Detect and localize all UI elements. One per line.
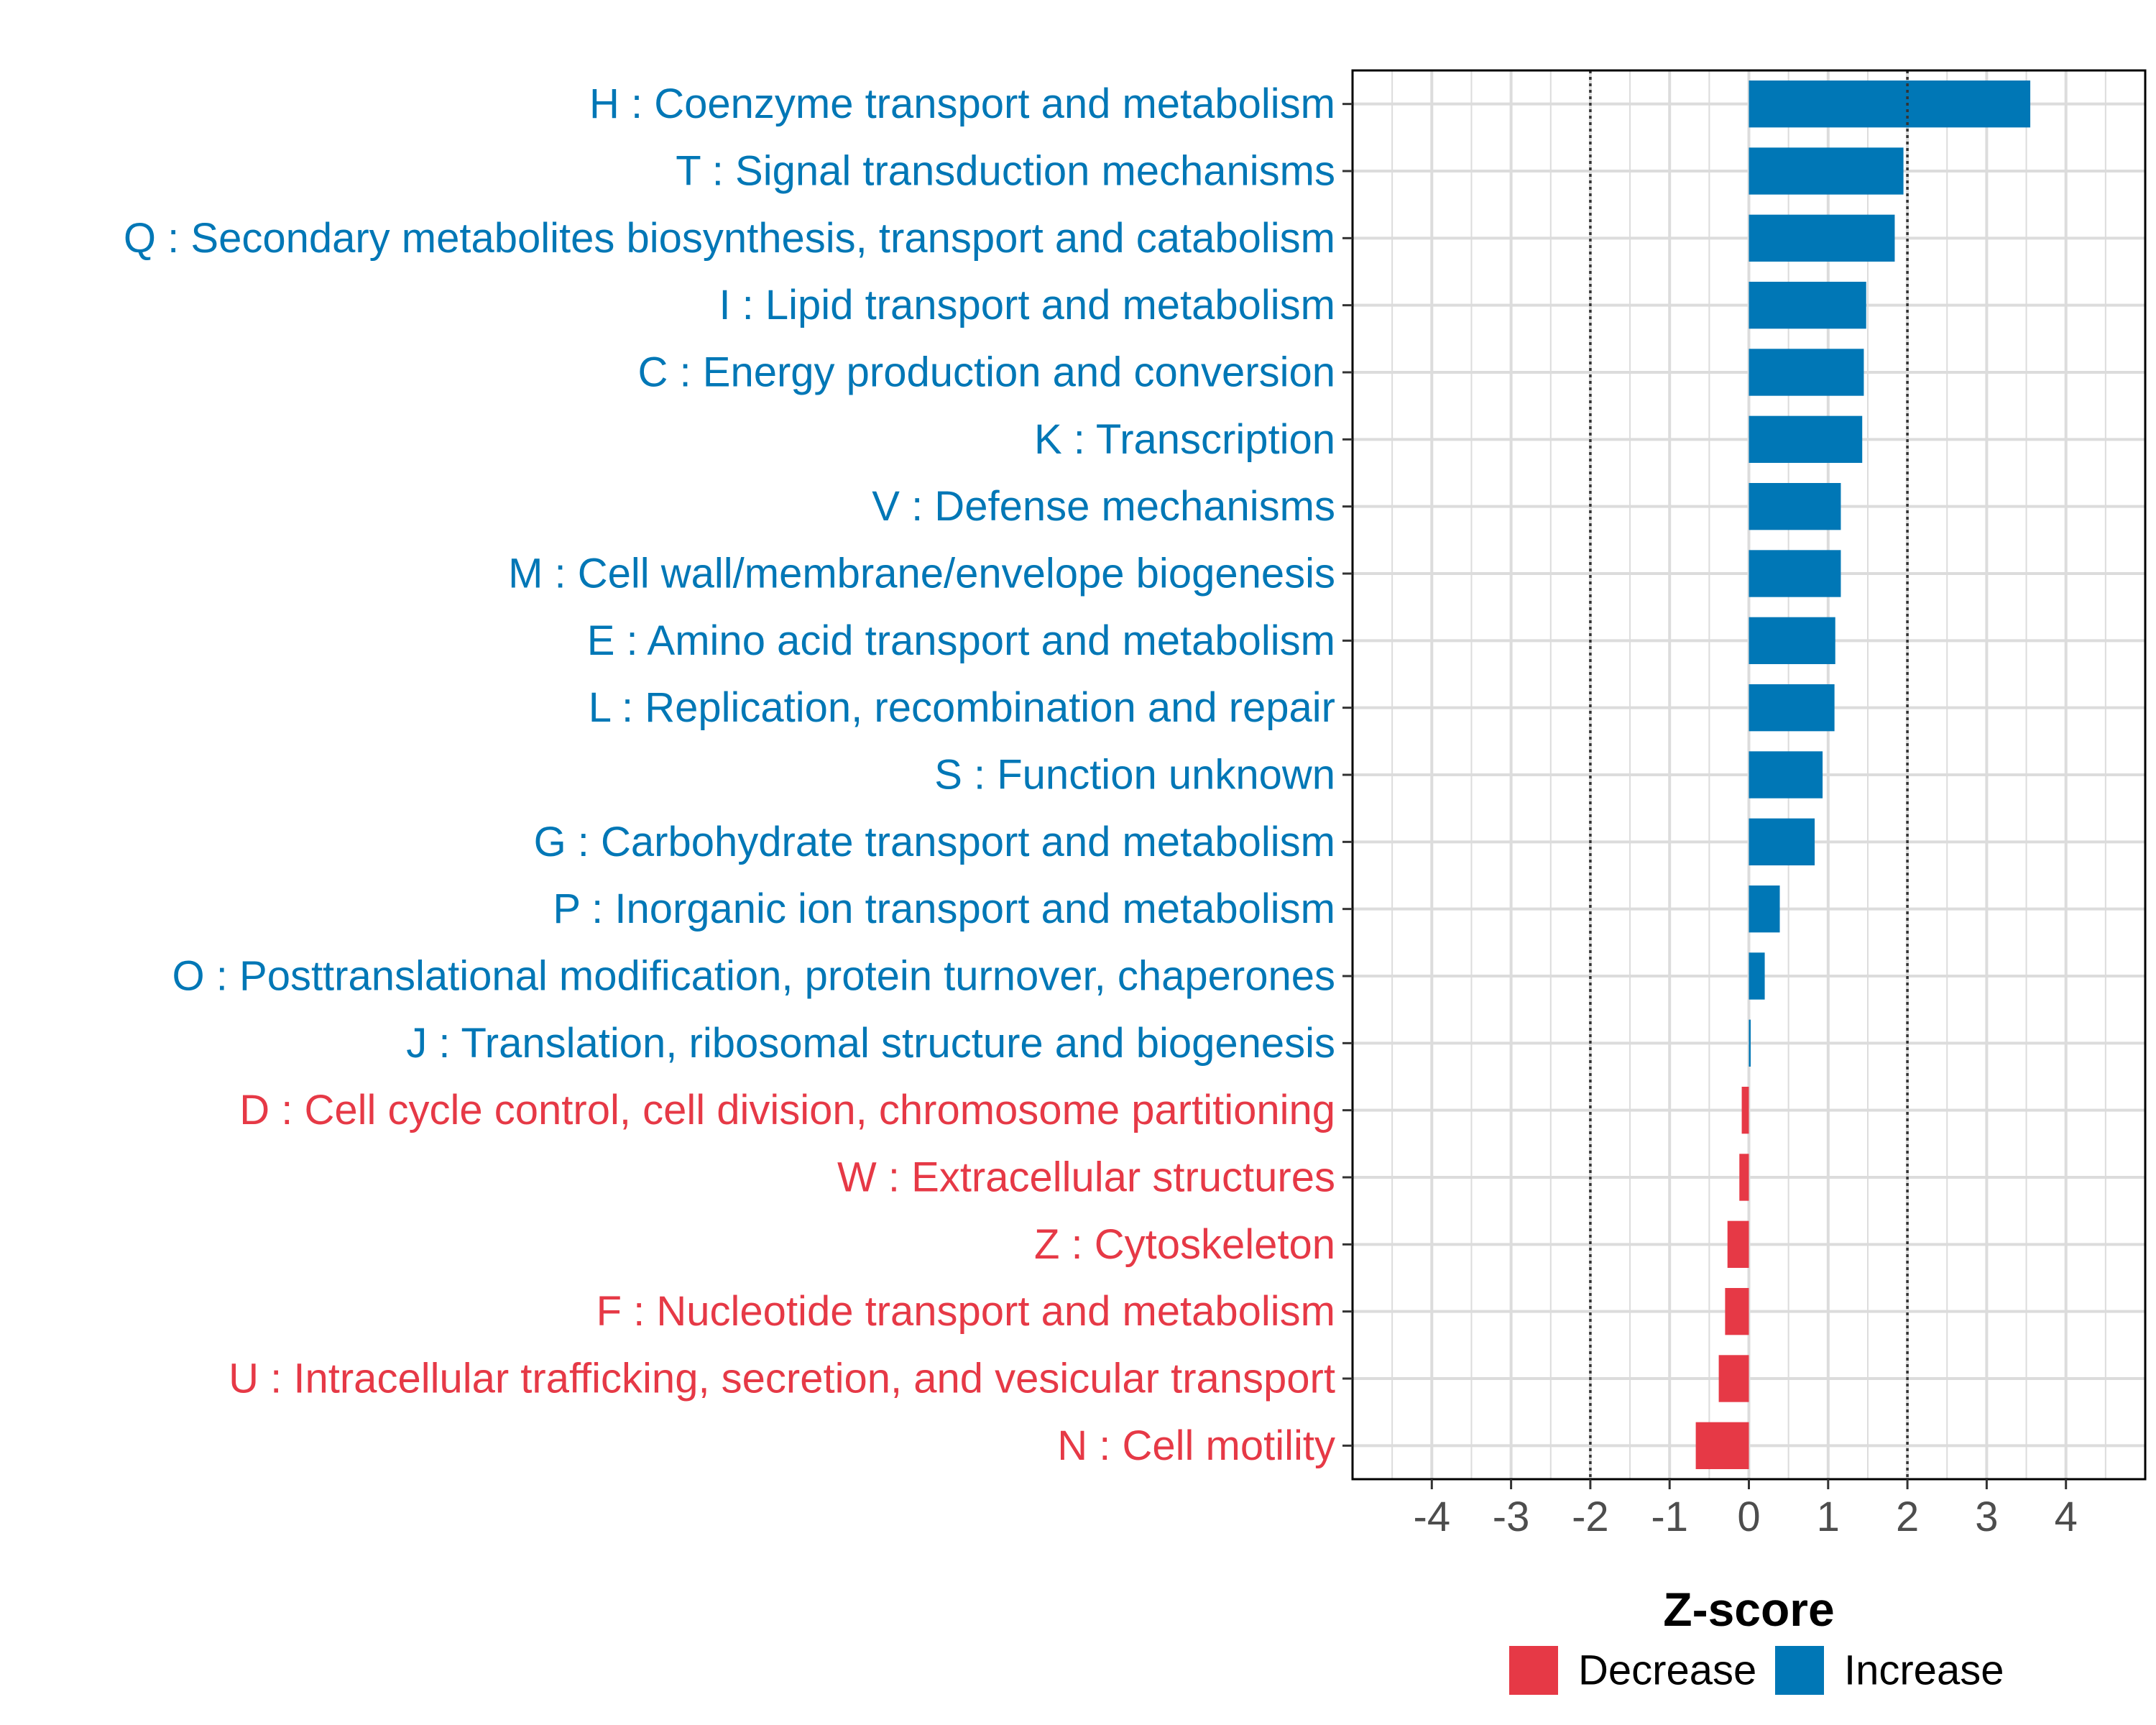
bar (1696, 1422, 1749, 1469)
category-label: Q : Secondary metabolites biosynthesis, … (124, 215, 1335, 262)
bar (1749, 416, 1863, 463)
bar (1749, 215, 1895, 262)
category-label: V : Defense mechanisms (872, 483, 1335, 530)
bar (1749, 282, 1866, 328)
category-label: H : Coenzyme transport and metabolism (589, 80, 1335, 127)
category-label: G : Carbohydrate transport and metabolis… (534, 819, 1335, 865)
category-label: I : Lipid transport and metabolism (719, 282, 1335, 328)
y-axis-ticks (1342, 104, 1353, 1446)
bar (1749, 751, 1823, 798)
category-label: F : Nucleotide transport and metabolism (596, 1288, 1335, 1335)
category-label: M : Cell wall/membrane/envelope biogenes… (508, 551, 1335, 597)
category-label: W : Extracellular structures (837, 1154, 1335, 1201)
x-tick-label: 0 (1737, 1494, 1760, 1540)
x-axis-ticks: -4 -3 -2 -1 0 1 2 3 4 (1414, 1479, 2078, 1540)
x-tick-label: 4 (2055, 1494, 2078, 1540)
bar (1742, 1087, 1749, 1133)
category-label: P : Inorganic ion transport and metaboli… (553, 886, 1335, 932)
x-tick-label: -1 (1651, 1494, 1688, 1540)
category-label: J : Translation, ribosomal structure and… (406, 1020, 1335, 1067)
category-label: L : Replication, recombination and repai… (589, 684, 1335, 731)
category-label: Z : Cytoskeleton (1034, 1221, 1335, 1268)
x-tick-label: -3 (1493, 1494, 1530, 1540)
category-label: U : Intracellular trafficking, secretion… (229, 1356, 1335, 1402)
x-tick-label: 1 (1817, 1494, 1840, 1540)
bar (1749, 952, 1765, 999)
bar (1749, 819, 1815, 865)
z-score-bar-chart: H : Coenzyme transport and metabolism T :… (0, 0, 2156, 1725)
legend-label-decrease: Decrease (1578, 1647, 1756, 1694)
bar (1719, 1355, 1749, 1402)
category-label: C : Energy production and conversion (638, 349, 1335, 396)
category-label: S : Function unknown (934, 752, 1335, 799)
legend: Decrease Increase (1509, 1646, 2004, 1695)
bar (1749, 483, 1841, 530)
x-tick-label: -4 (1414, 1494, 1451, 1540)
bar (1728, 1221, 1749, 1268)
category-label: O : Posttranslational modification, prot… (172, 953, 1335, 1000)
bar (1749, 80, 2031, 127)
x-tick-label: 2 (1896, 1494, 1919, 1540)
legend-swatch-increase (1775, 1646, 1824, 1695)
category-labels: H : Coenzyme transport and metabolism T :… (124, 80, 1335, 1469)
bar (1749, 617, 1835, 664)
x-tick-label: 3 (1975, 1494, 1998, 1540)
category-label: N : Cell motility (1057, 1422, 1335, 1469)
bar (1749, 886, 1780, 932)
category-label: K : Transcription (1034, 416, 1335, 463)
category-label: T : Signal transduction mechanisms (676, 148, 1335, 195)
bar (1725, 1288, 1749, 1335)
legend-swatch-decrease (1509, 1646, 1558, 1695)
category-label: D : Cell cycle control, cell division, c… (239, 1087, 1335, 1133)
bar (1749, 550, 1841, 597)
bar (1749, 1020, 1751, 1067)
bar (1739, 1154, 1749, 1200)
x-tick-label: -2 (1572, 1494, 1609, 1540)
legend-label-increase: Increase (1844, 1647, 2004, 1694)
bar (1749, 349, 1864, 395)
x-axis-title: Z-score (1663, 1583, 1834, 1636)
category-label: E : Amino acid transport and metabolism (587, 617, 1335, 664)
bar (1749, 147, 1904, 194)
bar (1749, 684, 1835, 731)
